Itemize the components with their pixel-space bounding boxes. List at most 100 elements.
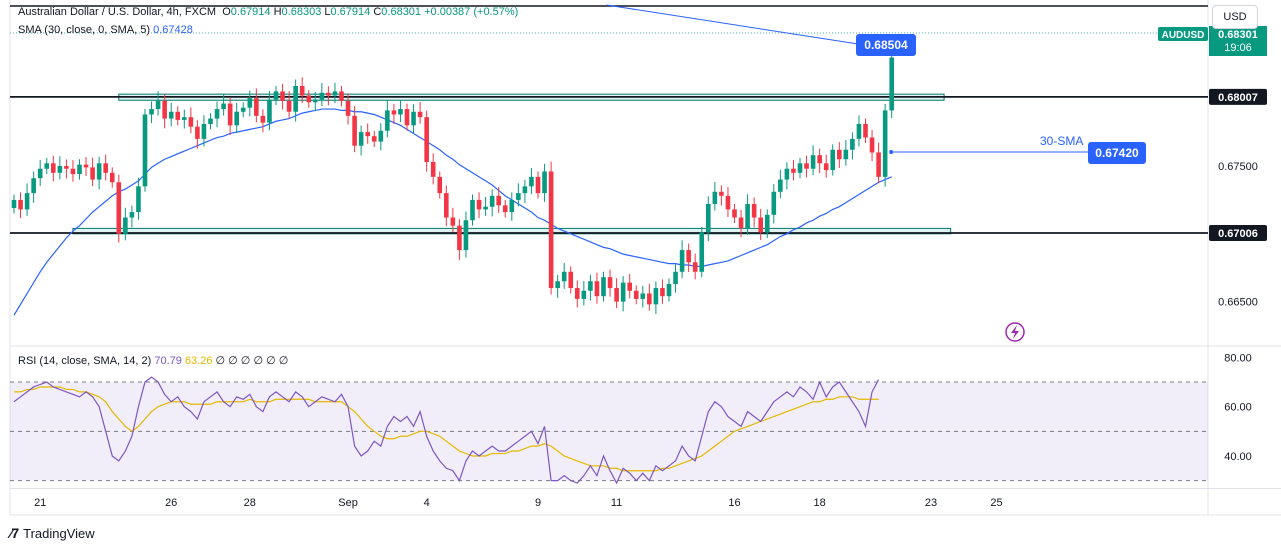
candle xyxy=(496,187,501,213)
time-tick-label: 28 xyxy=(244,497,256,509)
candle xyxy=(732,203,737,223)
candle-body xyxy=(149,109,154,115)
callout-annotation-2: 30-SMA xyxy=(1040,134,1083,148)
candle-body xyxy=(332,91,338,96)
candle-body xyxy=(751,203,757,218)
level-label-0: 0.68007 xyxy=(1218,92,1258,104)
candle-body xyxy=(352,115,357,146)
candle xyxy=(581,280,587,306)
currency-button[interactable]: USD xyxy=(1212,5,1258,29)
candle xyxy=(817,148,822,174)
candle xyxy=(188,107,194,134)
candle xyxy=(614,278,619,309)
candle-body xyxy=(850,138,855,150)
candle-body xyxy=(542,171,547,194)
grid xyxy=(9,0,1281,516)
candle-body xyxy=(876,152,881,177)
candle-body xyxy=(450,217,456,226)
open-value: 0.67914 xyxy=(230,6,271,18)
candle-body xyxy=(653,288,659,305)
candle-body xyxy=(823,163,829,171)
candle xyxy=(712,182,718,211)
tradingview-logo[interactable]: ⁄7 TradingView xyxy=(10,525,95,541)
candle xyxy=(463,211,469,258)
candle-body xyxy=(581,290,587,299)
candle-body xyxy=(404,109,410,126)
candle xyxy=(77,159,82,180)
candle-body xyxy=(109,172,115,183)
candle xyxy=(627,273,632,299)
candle xyxy=(830,144,836,176)
candle xyxy=(535,171,541,199)
candle-body xyxy=(299,86,305,96)
candle-body xyxy=(319,92,325,100)
candle-body xyxy=(313,99,318,103)
candle-body xyxy=(719,191,724,196)
candle xyxy=(273,86,279,105)
candle xyxy=(692,253,698,280)
candle-body xyxy=(254,98,259,116)
rsi-band xyxy=(10,382,1208,481)
candle xyxy=(175,106,181,126)
candle xyxy=(620,276,626,312)
rsi-tick-label: 40.00 xyxy=(1224,451,1252,463)
candle xyxy=(810,145,816,176)
candle-body xyxy=(627,282,632,291)
candle-body xyxy=(476,199,482,210)
candle xyxy=(162,94,167,129)
rsi-tick-label: 80.00 xyxy=(1224,352,1252,364)
time-tick-label: 9 xyxy=(535,497,541,509)
candle xyxy=(437,171,443,199)
sma-legend[interactable]: SMA (30, close, 0, SMA, 5) 0.67428 xyxy=(18,24,193,36)
candle-body xyxy=(535,176,541,194)
candle-body xyxy=(561,271,567,282)
candle xyxy=(254,88,259,123)
candle xyxy=(306,90,312,108)
candle-body xyxy=(168,111,174,119)
candle-body xyxy=(365,132,370,137)
candle-body xyxy=(306,95,312,103)
candle-body xyxy=(83,164,89,168)
candle-body xyxy=(424,117,429,162)
rsi-label: RSI (14, close, SMA, 14, 2) xyxy=(18,355,152,367)
candle-body xyxy=(817,155,822,164)
candle xyxy=(417,102,423,124)
candle-body xyxy=(293,86,298,112)
rsi-legend[interactable]: RSI (14, close, SMA, 14, 2) 70.79 63.26 … xyxy=(18,354,288,367)
candle-body xyxy=(221,103,226,110)
candle-body xyxy=(797,163,803,173)
symbol-title: Australian Dollar / U.S. Dollar, 4h, FXC… xyxy=(18,6,217,18)
candle xyxy=(404,103,410,131)
candle xyxy=(221,93,226,116)
candle xyxy=(856,115,862,147)
candle-body xyxy=(810,155,816,169)
candle-body xyxy=(240,107,246,112)
candle-body xyxy=(489,195,495,207)
candle xyxy=(450,207,456,233)
candle xyxy=(804,155,809,178)
candle xyxy=(96,156,102,190)
candle-body xyxy=(732,209,737,218)
candle xyxy=(64,159,69,179)
candle-body xyxy=(706,203,711,233)
candle-body xyxy=(837,149,842,160)
candle-body xyxy=(11,199,17,209)
rsi-pane xyxy=(10,376,1208,485)
candle-body xyxy=(378,130,384,142)
level-badge-1 xyxy=(1209,224,1267,241)
candle xyxy=(90,157,95,187)
time-tick-label: 4 xyxy=(424,497,430,509)
candle xyxy=(444,185,449,227)
candle-body xyxy=(24,193,30,210)
candle-body xyxy=(588,281,593,291)
low-value: 0.67914 xyxy=(330,6,371,18)
candle xyxy=(470,194,475,226)
candle xyxy=(575,280,580,308)
candle xyxy=(208,113,213,130)
candle xyxy=(345,93,351,125)
rsi-ma-line xyxy=(14,386,879,472)
candle-body xyxy=(142,114,148,187)
callout-box-1 xyxy=(856,34,916,56)
